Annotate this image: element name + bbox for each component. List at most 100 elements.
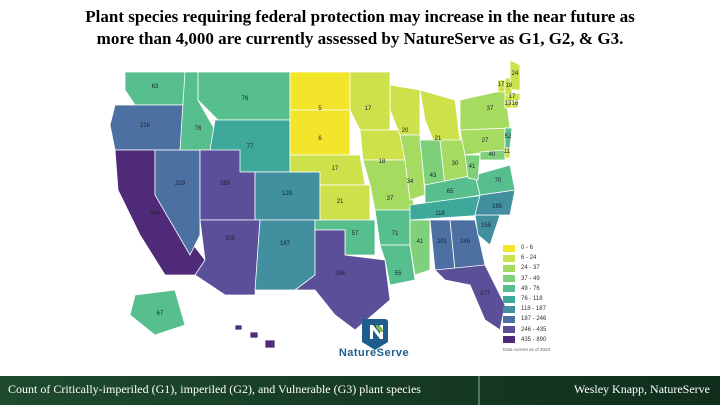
- title-line-1: Plant species requiring federal protecti…: [85, 7, 635, 26]
- state-value-label: 34: [407, 179, 414, 185]
- state-value-label: 216: [140, 123, 151, 129]
- legend-swatch: [503, 315, 515, 323]
- state-value-label: 24: [512, 71, 519, 77]
- state-value-label: 229: [175, 181, 186, 187]
- legend-item: 76 - 118: [503, 294, 583, 304]
- state-va: [474, 164, 516, 196]
- legend-item: 49 - 76: [503, 284, 583, 294]
- state-value-label: 41: [417, 239, 424, 245]
- legend-label: 6 - 24: [521, 255, 537, 262]
- legend-item: 37 - 49: [503, 274, 583, 284]
- states-layer: [109, 60, 520, 349]
- legend-label: 76 - 118: [521, 296, 543, 303]
- state-value-label: 70: [495, 178, 502, 184]
- footer-bar: Count of Critically-imperiled (G1), impe…: [0, 376, 720, 405]
- state-value-label: 118: [435, 211, 445, 217]
- legend-label: 37 - 49: [521, 275, 540, 282]
- legend-swatch: [503, 336, 515, 344]
- state-value-label: 41: [469, 164, 476, 170]
- state-mn: [349, 71, 391, 131]
- legend-rows: 0 - 6 6 - 24 24 - 37 37 - 49 49 - 76 76 - 118…: [503, 243, 583, 345]
- state-me: [509, 60, 520, 91]
- state-value-label: 187: [280, 241, 291, 247]
- state-labels-layer: 63 216 890 229 76 76 77 289 128 305 187 5 6 17 21 57 294…: [140, 71, 519, 317]
- logo-text: NatureServe: [338, 347, 410, 359]
- footer-caption: Count of Critically-imperiled (G1), impe…: [8, 382, 421, 396]
- legend-label: 24 - 37: [521, 265, 540, 272]
- state-value-label: 16: [512, 101, 519, 107]
- state-nm: [254, 219, 316, 291]
- legend-note: Data current as of 2023: [503, 346, 551, 352]
- state-sd: [289, 109, 351, 156]
- state-value-label: 57: [352, 231, 359, 237]
- legend-swatch: [503, 244, 515, 252]
- state-value-label: 5: [318, 106, 322, 112]
- page-title: Plant species requiring federal protecti…: [40, 6, 680, 50]
- state-value-label: 67: [157, 311, 164, 317]
- state-value-label: 294: [335, 271, 346, 277]
- state-value-label: 289: [220, 181, 231, 187]
- state-ks: [319, 184, 371, 221]
- state-il: [399, 134, 426, 201]
- state-value-label: 37: [487, 106, 494, 112]
- legend-label: 246 - 435: [521, 326, 547, 333]
- state-az: [194, 219, 261, 296]
- legend-item: 0 - 6: [503, 243, 583, 253]
- title-line-2: more than 4,000 are currently assessed b…: [96, 29, 624, 48]
- legend-item: 246 - 435: [503, 325, 583, 335]
- state-value-label: 201: [437, 239, 448, 245]
- state-ia: [359, 129, 406, 161]
- state-value-label: 246: [460, 239, 471, 245]
- state-value-label: 65: [447, 189, 454, 195]
- footer-credit: Wesley Knapp, NatureServe: [574, 382, 710, 396]
- state-value-label: 20: [402, 128, 409, 134]
- state-value-label: 52: [505, 134, 512, 140]
- state-value-label: 21: [337, 199, 344, 205]
- legend-label: 187 - 246: [521, 316, 547, 323]
- legend-swatch: [503, 264, 515, 272]
- state-value-label: 40: [489, 152, 496, 158]
- state-ar: [374, 209, 411, 246]
- legend-swatch: [503, 285, 515, 293]
- legend-item: 187 - 246: [503, 314, 583, 324]
- state-value-label: 185: [492, 204, 503, 210]
- legend-swatch: [503, 295, 515, 303]
- legend-label: 0 - 6: [521, 245, 534, 252]
- state-value-label: 63: [152, 84, 159, 90]
- state-value-label: 27: [482, 138, 489, 144]
- state-ma: [504, 92, 520, 103]
- state-value-label: 6: [318, 136, 322, 142]
- state-value-label: 890: [150, 211, 161, 217]
- state-value-label: 21: [435, 136, 442, 142]
- footer-divider: [478, 376, 480, 405]
- state-value-label: 305: [225, 236, 236, 242]
- state-value-label: 76: [242, 96, 249, 102]
- legend-label: 118 - 187: [521, 306, 546, 313]
- legend-label: 435 - 890: [521, 336, 547, 343]
- state-tx: [293, 229, 391, 331]
- state-value-label: 30: [452, 161, 459, 167]
- natureserve-logo-icon: [362, 319, 388, 350]
- state-value-label: 13: [505, 101, 512, 107]
- state-nd: [289, 71, 351, 111]
- state-ny: [459, 89, 511, 131]
- state-value-label: 43: [430, 173, 437, 179]
- state-value-label: 128: [282, 191, 293, 197]
- legend-swatch: [503, 254, 515, 262]
- legend-item: 24 - 37: [503, 263, 583, 273]
- legend-swatch: [503, 326, 515, 334]
- state-md: [479, 149, 506, 161]
- state-value-label: 155: [481, 223, 492, 229]
- state-wv: [464, 154, 481, 181]
- state-hi: [234, 324, 276, 349]
- legend-swatch: [503, 275, 515, 283]
- state-value-label: 17: [498, 82, 505, 88]
- legend-swatch: [503, 305, 515, 313]
- state-ri: [511, 101, 519, 109]
- state-value-label: 11: [504, 149, 511, 155]
- state-fl: [434, 264, 506, 331]
- state-ak: [129, 289, 186, 336]
- map-legend: 0 - 6 6 - 24 24 - 37 37 - 49 49 - 76 76 - 118…: [503, 243, 583, 352]
- state-value-label: 17: [365, 106, 372, 112]
- state-value-label: 17: [509, 94, 516, 100]
